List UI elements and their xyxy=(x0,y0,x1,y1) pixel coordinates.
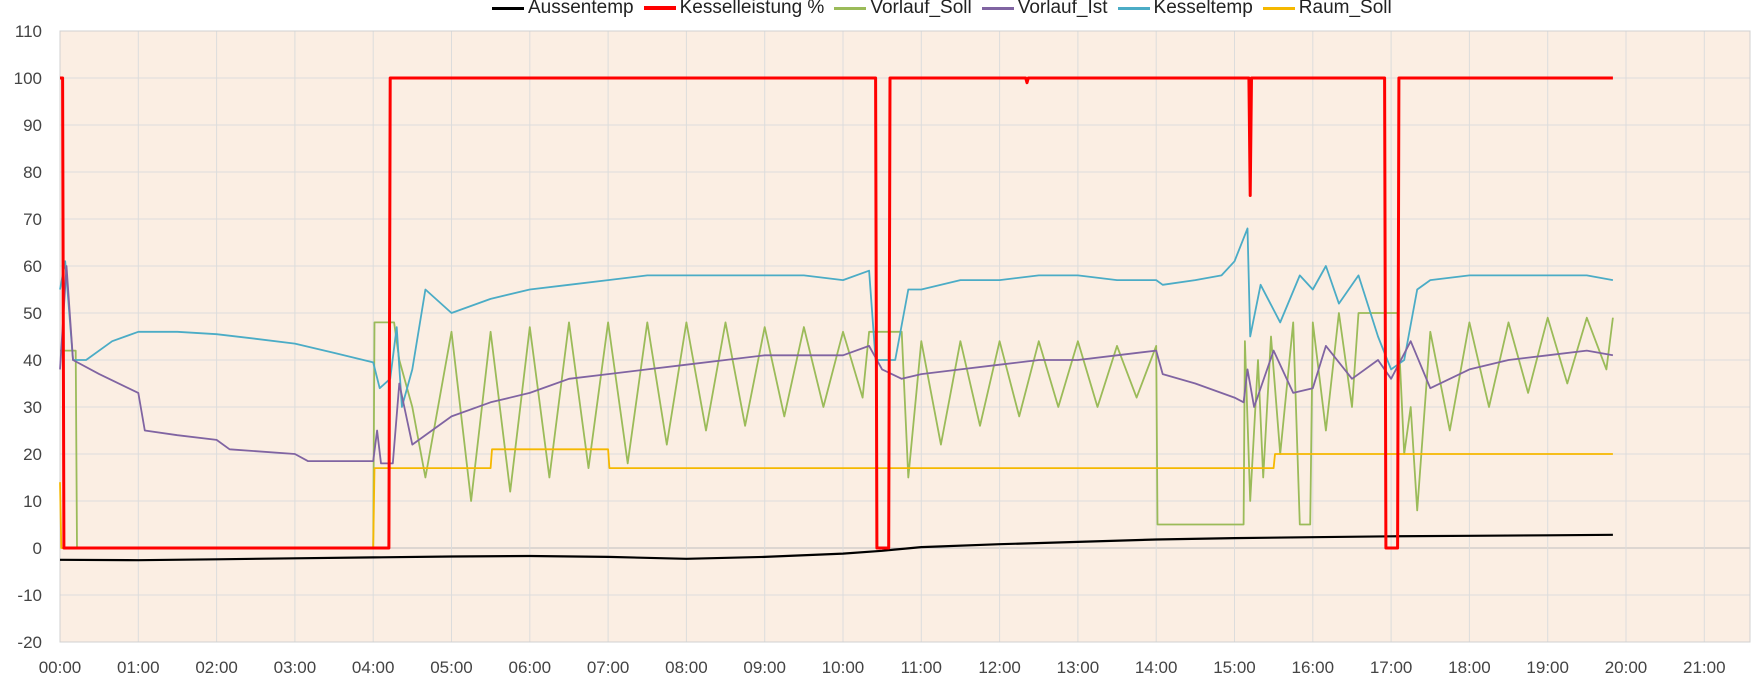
y-tick-label: 20 xyxy=(23,445,42,464)
series-lines xyxy=(59,76,1614,562)
y-tick-label: 100 xyxy=(14,69,42,88)
y-tick-label: 110 xyxy=(15,22,42,41)
legend-swatch xyxy=(834,6,867,10)
x-tick-label: 04:00 xyxy=(352,658,395,677)
x-tick-label: 13:00 xyxy=(1057,658,1100,677)
x-tick-label: 14:00 xyxy=(1135,658,1178,677)
x-tick-label: 07:00 xyxy=(587,658,630,677)
y-tick-label: -20 xyxy=(17,633,42,652)
legend-swatch xyxy=(1117,6,1150,10)
legend-item-kesselleistung: Kesselleistung % xyxy=(643,0,825,19)
legend-label: Kesseltemp xyxy=(1153,0,1253,18)
x-tick-label: 06:00 xyxy=(509,658,552,677)
plot-area xyxy=(60,31,1750,642)
legend-label: Vorlauf_Soll xyxy=(870,0,972,18)
x-tick-label: 02:00 xyxy=(195,658,238,677)
plot-border xyxy=(59,30,1751,643)
x-tick-label: 11:00 xyxy=(901,658,942,677)
series-line-kesselleistung xyxy=(60,76,1613,550)
legend-label: Aussentemp xyxy=(528,0,634,18)
y-tick-label: -10 xyxy=(17,586,42,605)
y-tick-label: 40 xyxy=(23,351,42,370)
x-axis: 00:00 01:00 02:00 03:00 04:00 05:00 06:00 07:00… xyxy=(39,658,1726,677)
series-line-aussentemp xyxy=(59,533,1613,562)
y-tick-label: 30 xyxy=(23,398,42,417)
legend-swatch xyxy=(981,6,1014,10)
x-tick-label: 05:00 xyxy=(430,658,473,677)
x-tick-label: 18:00 xyxy=(1448,658,1491,677)
x-tick-label: 16:00 xyxy=(1292,658,1335,677)
legend-item-raum-soll: Raum_Soll xyxy=(1262,0,1392,19)
x-tick-label: 00:00 xyxy=(39,658,82,677)
legend-swatch xyxy=(643,6,676,10)
x-tick-label: 21:00 xyxy=(1683,658,1726,677)
legend-label: Vorlauf_Ist xyxy=(1017,0,1108,18)
legend-item-vorlauf-ist: Vorlauf_Ist xyxy=(981,0,1108,19)
y-tick-label: 80 xyxy=(23,163,42,182)
y-tick-label: 70 xyxy=(23,210,42,229)
x-tick-label: 19:00 xyxy=(1526,658,1569,677)
x-tick-label: 08:00 xyxy=(665,658,708,677)
legend-swatch xyxy=(1262,6,1295,10)
y-tick-label: 90 xyxy=(23,116,42,135)
x-tick-label: 10:00 xyxy=(822,658,865,677)
legend-item-vorlauf-soll: Vorlauf_Soll xyxy=(834,0,972,19)
y-tick-label: 0 xyxy=(33,539,42,558)
series-line-vorlauf-soll xyxy=(60,312,1614,549)
x-tick-label: 09:00 xyxy=(743,658,786,677)
legend-label: Kesselleistung % xyxy=(679,0,825,18)
legend-swatch xyxy=(492,6,524,10)
legend-item-kesseltemp: Kesseltemp xyxy=(1117,0,1253,19)
x-tick-label: 12:00 xyxy=(978,658,1021,677)
legend: Aussentemp Kesselleistung % Vorlauf_Soll Vo… xyxy=(0,0,1751,18)
legend-item-aussentemp: Aussentemp xyxy=(492,0,634,19)
legend-items: Aussentemp Kesselleistung % Vorlauf_Soll Vo… xyxy=(492,0,1402,19)
x-tick-label: 20:00 xyxy=(1605,658,1648,677)
y-tick-label: 10 xyxy=(23,492,42,511)
series-line-kesseltemp xyxy=(59,227,1614,408)
x-tick-label: 03:00 xyxy=(274,658,317,677)
legend-label: Raum_Soll xyxy=(1298,0,1392,18)
y-tick-label: 60 xyxy=(23,257,42,276)
x-tick-label: 01:00 xyxy=(117,658,160,677)
x-tick-label: 15:00 xyxy=(1213,658,1256,677)
x-tick-label: 17:00 xyxy=(1370,658,1413,677)
y-tick-label: 50 xyxy=(23,304,42,323)
